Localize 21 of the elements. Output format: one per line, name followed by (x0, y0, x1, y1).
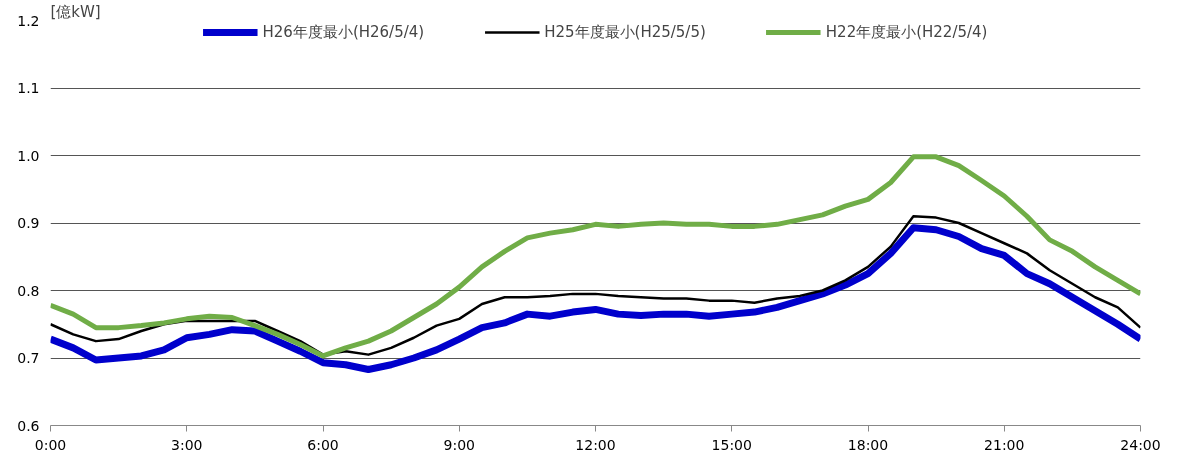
y-tick-label: 1.0 (17, 147, 40, 164)
x-tick-label: 3:00 (171, 436, 203, 453)
x-tick-label: 24:00 (1120, 436, 1161, 453)
y-tick-label: 1.1 (17, 80, 40, 96)
y-tick-label: 0.7 (17, 350, 40, 366)
line-series (50, 215, 1141, 356)
y-tick-label: 0.9 (17, 215, 40, 231)
x-tick-label: 6:00 (307, 436, 339, 453)
legend-label: H25年度最小(H25/5/5) (544, 22, 706, 42)
x-tick-label: 0:00 (34, 436, 67, 453)
legend-label: H26年度最小(H26/5/4) (262, 22, 425, 42)
y-tick-label: 0.6 (17, 417, 40, 434)
legend-label: H22年度最小(H22/5/4) (825, 22, 988, 42)
y-tick-label: 0.8 (17, 282, 40, 299)
y-tick-label: 1.2 (17, 12, 40, 29)
x-tick-label: 18:00 (847, 436, 889, 453)
x-tick-label: 21:00 (984, 436, 1025, 453)
x-tick-label: 12:00 (575, 436, 616, 453)
x-tick-label: 9:00 (443, 436, 475, 453)
x-tick-label: 15:00 (711, 436, 752, 453)
y-axis-title: [億kW] (50, 2, 101, 21)
